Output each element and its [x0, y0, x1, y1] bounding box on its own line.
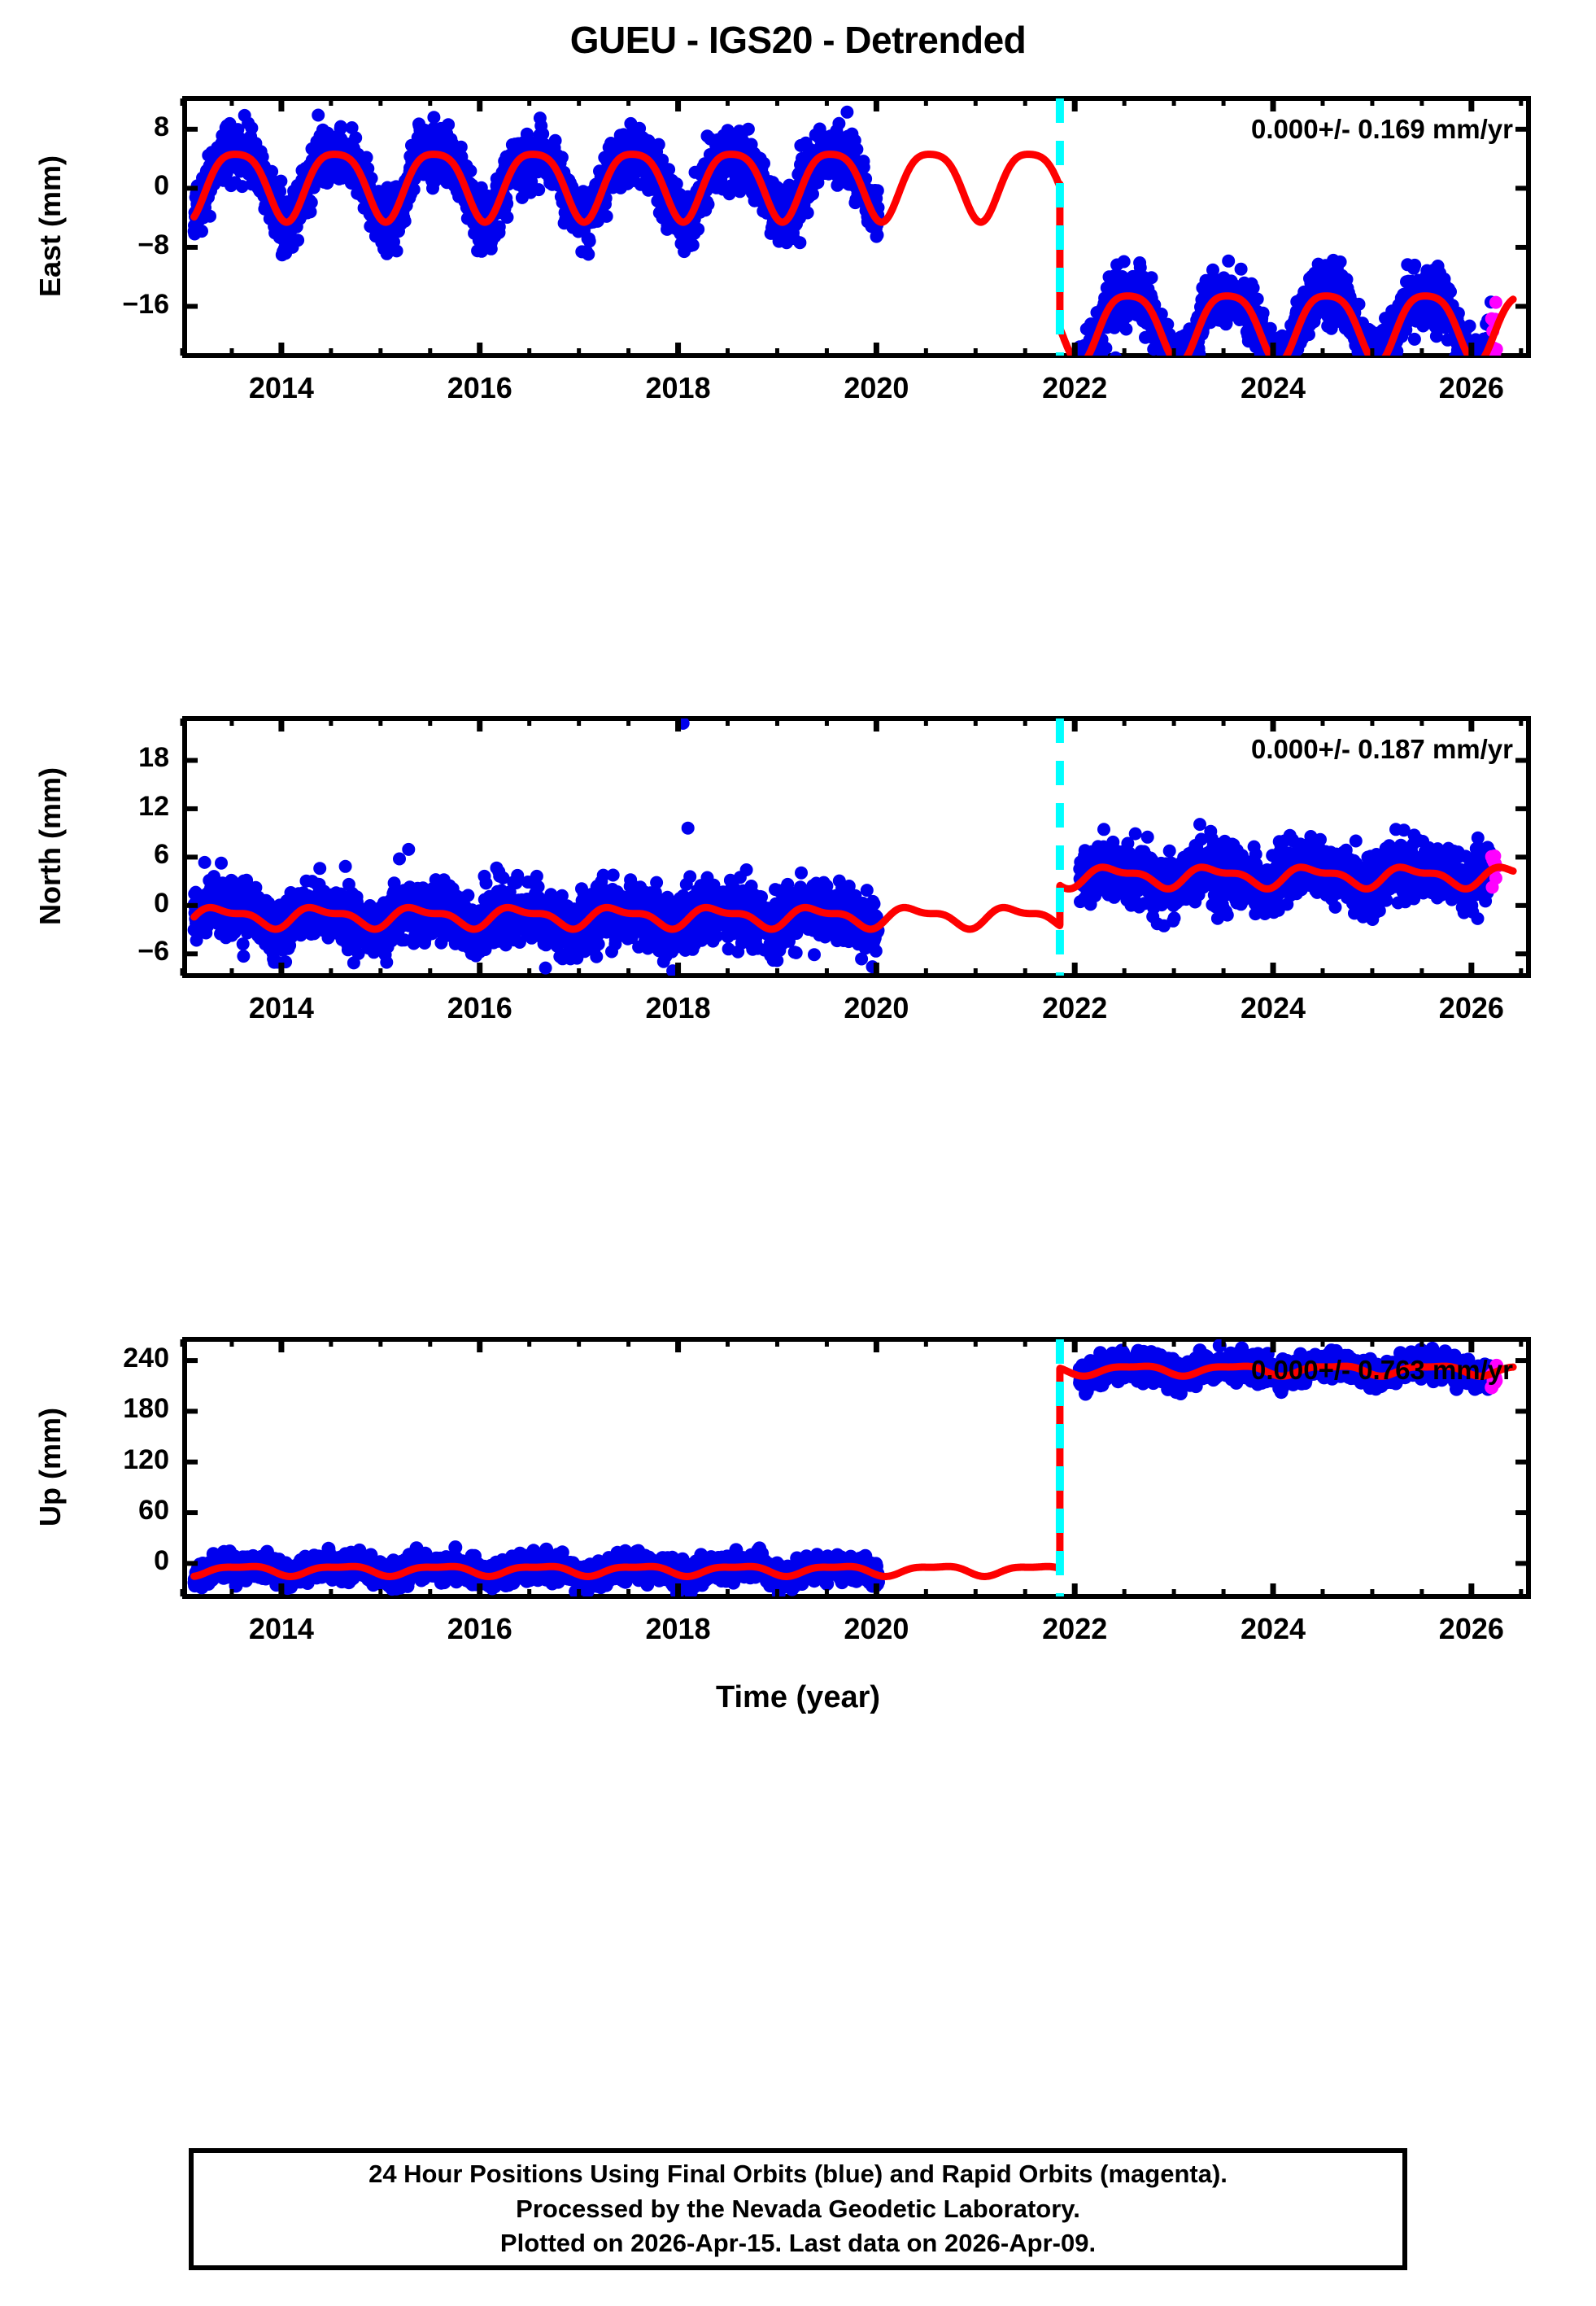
caption-line-3: Plotted on 2026-Apr-15. Last data on 202… — [500, 2226, 1096, 2261]
rate-annotation-east: 0.000+/- 0.169 mm/yr — [1251, 114, 1513, 145]
y-tick-label-east-0: 8 — [154, 111, 169, 143]
x-tick-label-north-2026: 2026 — [1406, 991, 1537, 1025]
y-tick-label-east-1: 0 — [154, 170, 169, 202]
page-title: GUEU - IGS20 - Detrended — [0, 18, 1596, 62]
x-tick-label-north-2024: 2024 — [1208, 991, 1338, 1025]
x-tick-label-up-2018: 2018 — [613, 1612, 743, 1646]
x-tick-label-up-2022: 2022 — [1009, 1612, 1140, 1646]
x-tick-label-north-2018: 2018 — [613, 991, 743, 1025]
y-axis-title-north: North (mm) — [33, 715, 68, 977]
x-tick-label-up-2014: 2014 — [216, 1612, 347, 1646]
y-tick-label-north-1: 12 — [138, 791, 169, 823]
y-tick-label-north-2: 6 — [154, 839, 169, 871]
y-tick-label-north-3: 0 — [154, 888, 169, 919]
x-tick-label-north-2020: 2020 — [811, 991, 941, 1025]
y-tick-label-up-2: 120 — [123, 1444, 169, 1476]
x-tick-label-north-2014: 2014 — [216, 991, 347, 1025]
x-axis-title: Time (year) — [0, 1680, 1596, 1715]
x-tick-label-east-2026: 2026 — [1406, 371, 1537, 405]
x-tick-label-up-2020: 2020 — [811, 1612, 941, 1646]
x-tick-label-east-2024: 2024 — [1208, 371, 1338, 405]
y-axis-title-east: East (mm) — [33, 95, 68, 357]
y-tick-label-up-4: 0 — [154, 1545, 169, 1577]
rate-annotation-up: 0.000+/- 0.763 mm/yr — [1251, 1355, 1513, 1386]
x-tick-label-up-2026: 2026 — [1406, 1612, 1537, 1646]
y-tick-label-north-4: −6 — [137, 936, 169, 967]
y-tick-label-up-3: 60 — [138, 1495, 169, 1526]
x-tick-label-north-2016: 2016 — [415, 991, 545, 1025]
y-axis-title-up: Up (mm) — [33, 1336, 68, 1598]
x-tick-label-east-2018: 2018 — [613, 371, 743, 405]
x-tick-label-east-2014: 2014 — [216, 371, 347, 405]
y-tick-label-up-1: 180 — [123, 1393, 169, 1425]
x-tick-label-east-2020: 2020 — [811, 371, 941, 405]
x-tick-label-up-2016: 2016 — [415, 1612, 545, 1646]
x-tick-label-east-2022: 2022 — [1009, 371, 1140, 405]
y-tick-label-north-0: 18 — [138, 742, 169, 774]
y-tick-label-east-3: −16 — [122, 289, 169, 321]
y-tick-label-east-2: −8 — [137, 229, 169, 261]
rate-annotation-north: 0.000+/- 0.187 mm/yr — [1251, 734, 1513, 765]
figure-caption-box: 24 Hour Positions Using Final Orbits (bl… — [189, 2148, 1407, 2270]
y-tick-label-up-0: 240 — [123, 1343, 169, 1374]
caption-line-1: 24 Hour Positions Using Final Orbits (bl… — [368, 2157, 1228, 2192]
x-tick-label-east-2016: 2016 — [415, 371, 545, 405]
x-tick-label-up-2024: 2024 — [1208, 1612, 1338, 1646]
caption-line-2: Processed by the Nevada Geodetic Laborat… — [516, 2192, 1080, 2227]
x-tick-label-north-2022: 2022 — [1009, 991, 1140, 1025]
